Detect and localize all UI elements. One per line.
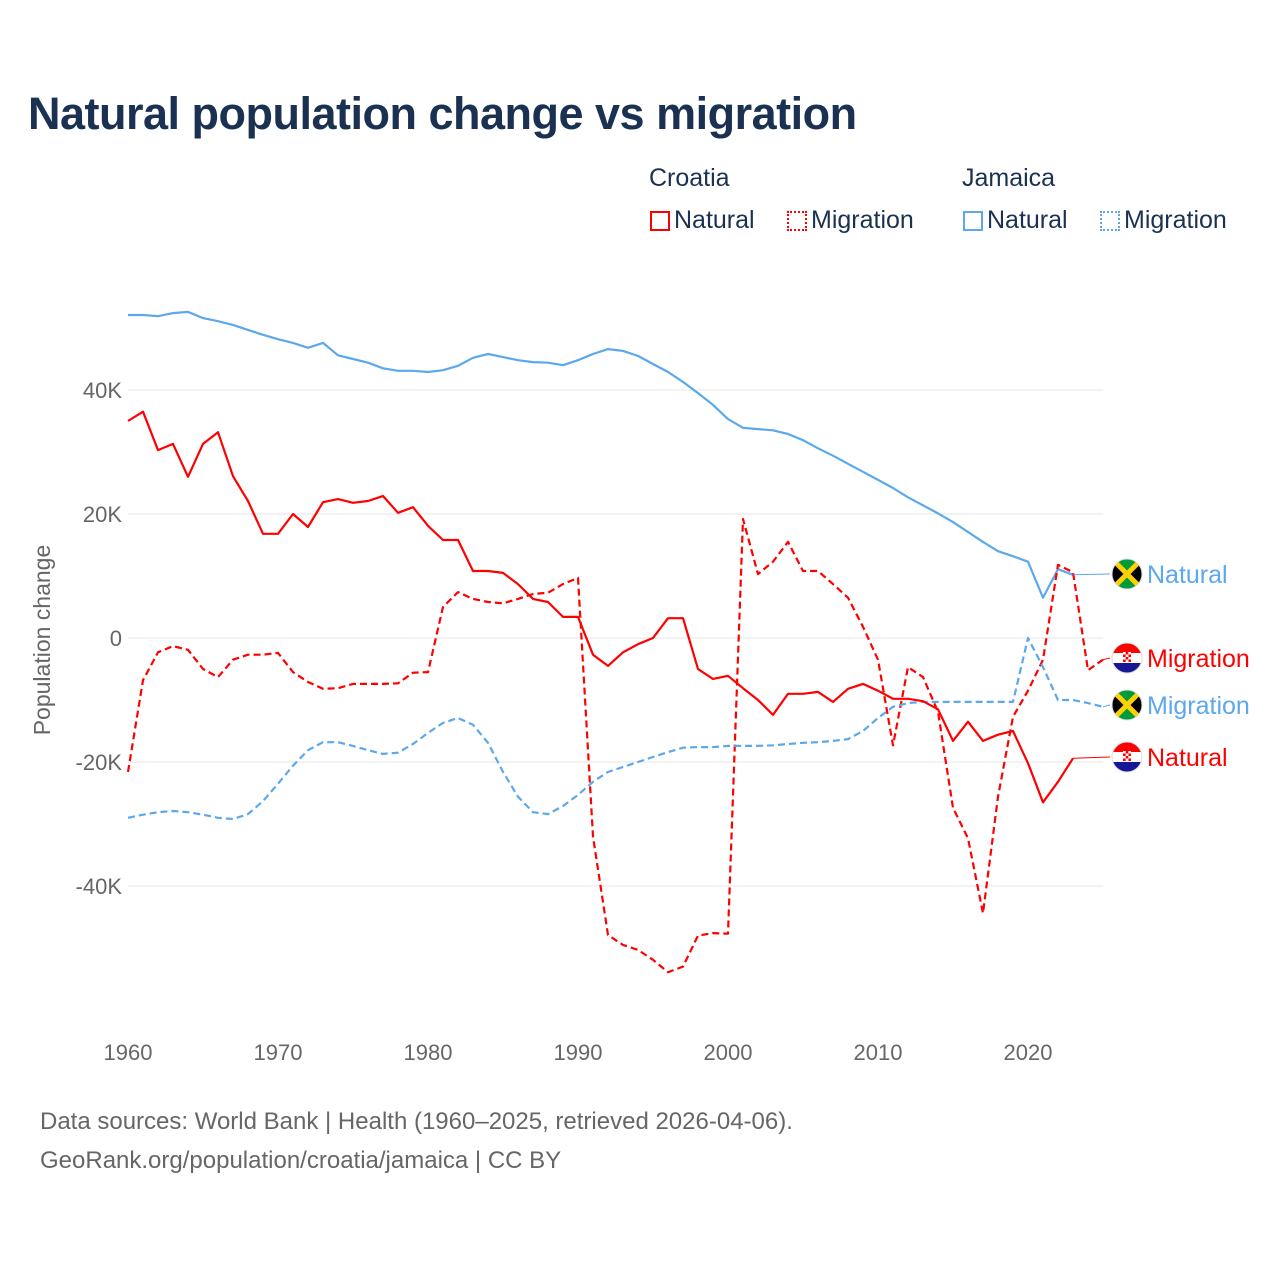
y-tick-label: 20K <box>83 502 122 527</box>
chart-title: Natural population change vs migration <box>28 88 857 139</box>
label-leader-line <box>1072 573 1111 576</box>
croatia-flag-icon <box>1111 642 1143 674</box>
label-leader-line <box>1072 756 1111 759</box>
solid-swatch-icon <box>963 210 983 231</box>
x-tick-label: 1990 <box>554 1040 603 1065</box>
series-end-label: Migration <box>1147 645 1250 673</box>
flag-border <box>1111 558 1143 590</box>
legend-label: Natural <box>987 206 1068 234</box>
series-line-croatia-natural <box>127 410 1074 804</box>
flag-red <box>1112 742 1142 752</box>
solid-swatch-icon <box>650 210 670 231</box>
flag-blue <box>1112 762 1142 772</box>
series-end-label: Migration <box>1147 692 1250 720</box>
legend-group-croatia: Croatia <box>649 164 730 192</box>
flag-border <box>1111 642 1143 674</box>
flag-border <box>1111 689 1143 721</box>
flag-body <box>1112 742 1142 772</box>
series-end-label: Natural <box>1147 744 1228 772</box>
y-tick-label: -20K <box>76 750 123 775</box>
legend-label: Natural <box>674 206 755 234</box>
label-leader-line <box>1102 657 1111 661</box>
y-tick-label: -40K <box>76 874 123 899</box>
jamaica-flag-icon <box>1111 689 1143 721</box>
legend-label: Migration <box>1124 206 1227 234</box>
legend-croatia-natural[interactable]: Natural <box>650 206 755 235</box>
dotted-swatch-icon <box>787 210 807 231</box>
flag-saltire <box>1112 690 1142 720</box>
y-axis-label: Population change <box>29 545 55 736</box>
flag-body <box>1112 559 1142 589</box>
series-line-jamaica-migration <box>127 636 1104 821</box>
x-tick-label: 2010 <box>854 1040 903 1065</box>
croatia-flag-icon <box>1111 741 1143 773</box>
x-tick-label: 2000 <box>704 1040 753 1065</box>
legend-jamaica-natural[interactable]: Natural <box>963 206 1068 235</box>
footer-link[interactable]: GeoRank.org/population/croatia/jamaica |… <box>40 1147 562 1174</box>
series-line-croatia-migration <box>126 517 1104 974</box>
legend-croatia-migration[interactable]: Migration <box>787 206 914 235</box>
x-tick-label: 1970 <box>254 1040 303 1065</box>
x-tick-label: 1980 <box>404 1040 453 1065</box>
flag-checks <box>1123 652 1131 662</box>
flag-red <box>1112 643 1142 653</box>
label-leader-line <box>1102 704 1111 708</box>
y-tick-label: 0 <box>110 626 122 651</box>
jamaica-flag-icon <box>1111 558 1143 590</box>
x-tick-label: 2020 <box>1004 1040 1053 1065</box>
series-line-jamaica-natural <box>128 310 1074 599</box>
footer-source: Data sources: World Bank | Health (1960–… <box>40 1108 793 1135</box>
flag-blue <box>1112 663 1142 673</box>
flag-body <box>1112 690 1142 720</box>
dotted-swatch-icon <box>1100 210 1120 231</box>
y-tick-label: 40K <box>83 378 122 403</box>
legend-group-jamaica: Jamaica <box>962 164 1056 192</box>
flag-border <box>1111 741 1143 773</box>
flag-saltire <box>1112 559 1142 589</box>
flag-checks <box>1123 751 1131 761</box>
x-tick-label: 1960 <box>104 1040 153 1065</box>
series-end-label: Natural <box>1147 561 1228 589</box>
flag-body <box>1112 643 1142 673</box>
legend-label: Migration <box>811 206 914 234</box>
legend-jamaica-migration[interactable]: Migration <box>1100 206 1227 235</box>
